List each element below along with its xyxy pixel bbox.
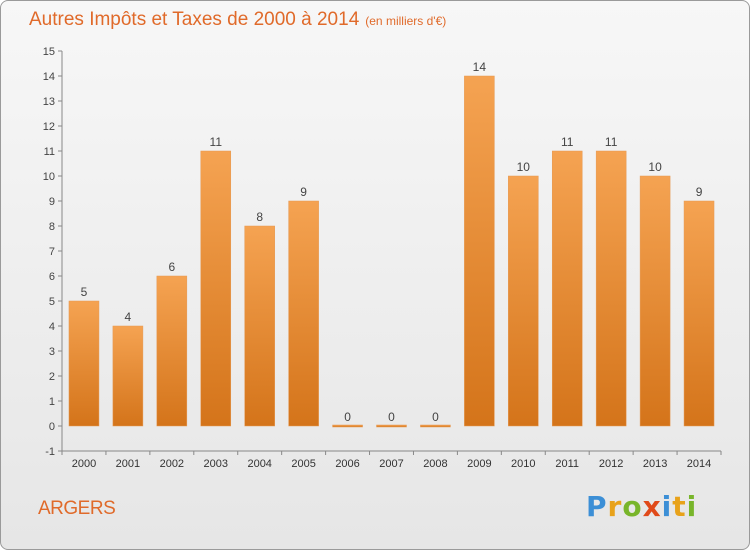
y-tick-label: 12 — [43, 121, 55, 133]
x-tick-label: 2009 — [467, 458, 491, 470]
x-tick-label: 2005 — [291, 458, 315, 470]
bar-2003 — [200, 150, 232, 427]
bars — [68, 75, 715, 428]
x-tick-label: 2011 — [555, 458, 579, 470]
logo-letter: o — [622, 490, 643, 523]
x-tick-label: 2000 — [72, 458, 96, 470]
logo-letter: t — [672, 490, 687, 523]
y-tick-label: -1 — [45, 446, 55, 458]
y-tick-label: 9 — [49, 196, 55, 208]
x-tick-label: 2001 — [116, 458, 140, 470]
bar-2006 — [332, 424, 363, 428]
data-label-2014: 9 — [696, 185, 703, 199]
data-label-2006: 0 — [344, 410, 351, 424]
data-label-2011: 11 — [561, 135, 574, 149]
y-tick-label: 1 — [49, 396, 55, 408]
data-label-2010: 10 — [517, 160, 531, 174]
y-tick-label: 7 — [49, 246, 55, 258]
y-tick-label: 6 — [49, 271, 55, 283]
data-label-2004: 8 — [256, 210, 263, 224]
bar-2002 — [156, 275, 188, 427]
bar-2004 — [244, 225, 275, 427]
bar-2001 — [112, 325, 144, 427]
data-label-2002: 6 — [168, 260, 175, 274]
logo-letter: i — [686, 490, 698, 523]
data-label-2009: 14 — [473, 60, 487, 74]
x-tick-label: 2010 — [511, 458, 535, 470]
bar-2008 — [420, 424, 451, 428]
bar-2014 — [683, 200, 715, 427]
data-label-2000: 5 — [81, 285, 88, 299]
logo-letter: P — [586, 490, 608, 523]
bar-2005 — [288, 200, 319, 427]
y-tick-label: 8 — [49, 221, 55, 233]
bar-2013 — [639, 175, 671, 427]
logo-letter: r — [607, 490, 623, 523]
y-tick-label: 0 — [49, 421, 55, 433]
data-label-2012: 11 — [605, 135, 618, 149]
proxiti-logo: Proxiti — [586, 490, 697, 523]
bar-2000 — [68, 300, 100, 427]
chart-subtitle: (en milliers d'€) — [365, 14, 447, 28]
y-tick-label: 13 — [43, 96, 55, 108]
x-tick-label: 2002 — [160, 458, 184, 470]
bar-2009 — [464, 75, 495, 427]
y-tick-label: 2 — [49, 371, 55, 383]
x-tick-label: 2014 — [687, 458, 711, 470]
data-label-2005: 9 — [300, 185, 307, 199]
x-tick-label: 2006 — [335, 458, 359, 470]
chart-title-text: Autres Impôts et Taxes de 2000 à 2014 — [29, 9, 360, 30]
y-tick-label: 14 — [43, 71, 55, 83]
data-label-2007: 0 — [388, 410, 395, 424]
bar-2007 — [376, 424, 407, 428]
data-label-2003: 11 — [210, 135, 223, 149]
y-tick-label: 15 — [43, 46, 55, 58]
x-tick-label: 2004 — [247, 458, 271, 470]
chart-title: Autres Impôts et Taxes de 2000 à 2014 (en… — [29, 9, 446, 31]
x-tick-label: 2012 — [599, 458, 623, 470]
bar-2012 — [595, 150, 627, 427]
place-name: ARGERS — [38, 498, 116, 519]
x-tick-label: 2008 — [423, 458, 447, 470]
bar-2011 — [551, 150, 583, 427]
y-tick-label: 10 — [43, 171, 55, 183]
y-tick-label: 4 — [49, 321, 55, 333]
y-tick-label: 3 — [49, 346, 55, 358]
y-tick-label: 5 — [49, 296, 55, 308]
data-label-2013: 10 — [648, 160, 662, 174]
data-label-2001: 4 — [125, 310, 132, 324]
data-labels: 5 4 6 11 8 9 0 0 0 14 10 11 11 10 9 — [81, 60, 703, 424]
logo-letter: i — [661, 490, 673, 523]
x-tick-label: 2003 — [204, 458, 228, 470]
logo-letter: x — [642, 490, 662, 523]
y-tick-label: 11 — [44, 146, 55, 158]
data-label-2008: 0 — [432, 410, 439, 424]
bar-2010 — [508, 175, 539, 427]
x-tick-label: 2013 — [643, 458, 667, 470]
x-tick-label: 2007 — [379, 458, 403, 470]
